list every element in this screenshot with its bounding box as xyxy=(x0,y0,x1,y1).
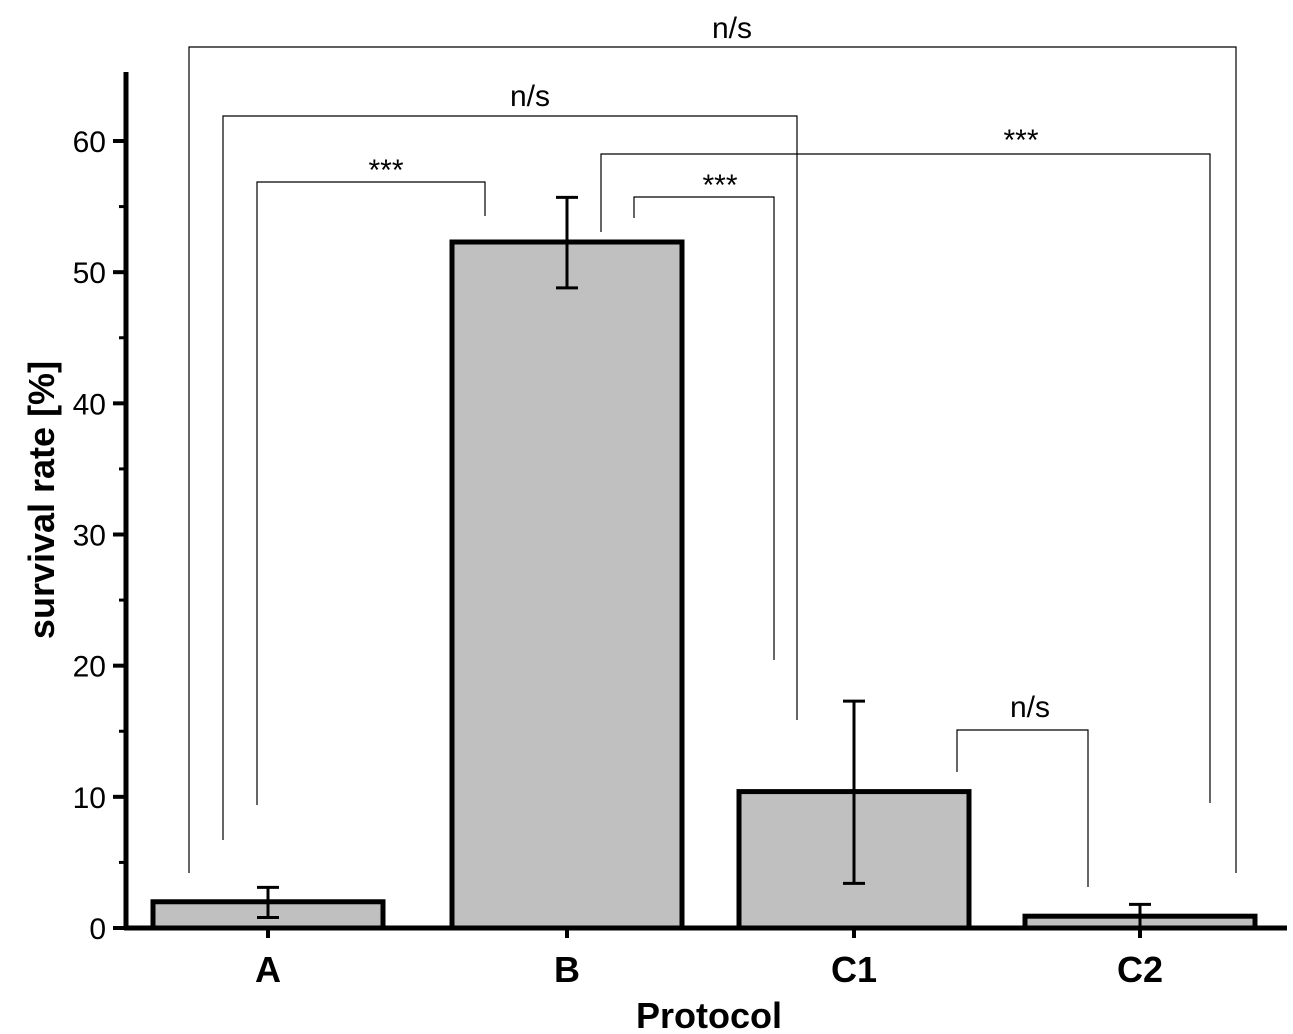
significance-bracket xyxy=(633,196,775,660)
x-tick-label-C1: C1 xyxy=(831,949,877,990)
significance-bracket xyxy=(600,153,1211,803)
bars xyxy=(150,239,1258,931)
x-tick-label-B: B xyxy=(554,949,580,990)
significance-label: *** xyxy=(702,169,737,202)
significance-B-C1: *** xyxy=(633,169,775,660)
x-axis-title: Protocol xyxy=(636,995,782,1034)
y-tick-label: 20 xyxy=(73,651,106,684)
significance-label: n/s xyxy=(712,12,752,45)
significance-bracket xyxy=(956,729,1089,887)
y-tick-label: 10 xyxy=(73,782,106,815)
significance-B-C2: *** xyxy=(600,124,1211,803)
significance-A-C2: n/s xyxy=(188,12,1237,873)
error-bar-C1 xyxy=(843,699,865,885)
error-bars xyxy=(257,195,1151,930)
error-bar-B xyxy=(556,195,578,290)
x-tick-labels: A B C1 C2 xyxy=(255,928,1163,990)
significance-A-B: *** xyxy=(256,154,486,805)
significance-bracket xyxy=(256,181,486,805)
x-tick-label-A: A xyxy=(255,949,281,990)
significance-A-C1: n/s xyxy=(222,80,798,840)
axes xyxy=(123,72,1287,931)
significance-bracket xyxy=(222,115,798,840)
y-tick-label: 0 xyxy=(89,913,106,946)
y-ticks: 0 10 20 30 40 50 60 xyxy=(73,126,126,946)
x-tick-label-C2: C2 xyxy=(1117,949,1163,990)
significance-label: *** xyxy=(368,154,403,187)
significance-label: n/s xyxy=(1010,691,1050,724)
significance-brackets: *** n/s n/s *** *** n/s xyxy=(188,12,1237,887)
significance-label: *** xyxy=(1003,124,1038,157)
y-tick-label: 30 xyxy=(73,520,106,553)
bar-B xyxy=(449,239,685,931)
y-tick-label: 40 xyxy=(73,388,106,421)
significance-label: n/s xyxy=(510,80,550,113)
y-tick-label: 60 xyxy=(73,126,106,159)
significance-C1-C2: n/s xyxy=(956,691,1089,887)
y-axis-title: survival rate [%] xyxy=(21,361,62,639)
error-bar-A xyxy=(257,885,279,920)
y-tick-label: 50 xyxy=(73,257,106,290)
significance-bracket xyxy=(188,46,1237,873)
